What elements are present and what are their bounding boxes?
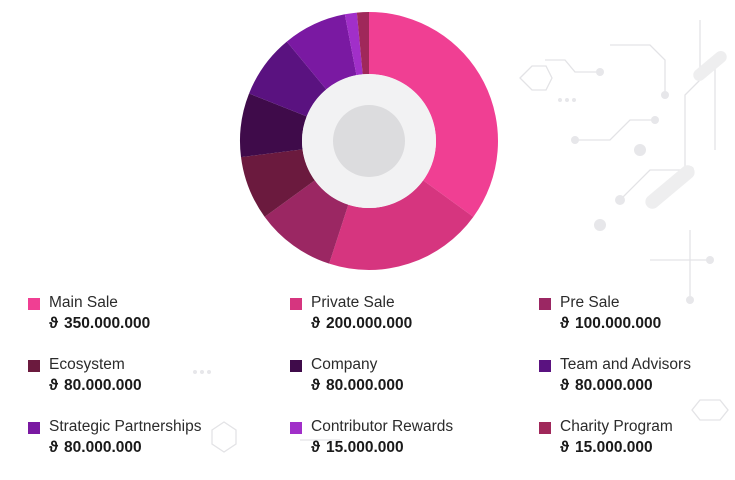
legend-item-company: Company ϑ 80.000.000: [290, 356, 520, 400]
donut-slice-charity-program: [356, 12, 369, 75]
legend-swatch: [539, 360, 551, 372]
currency-symbol: ϑ: [49, 377, 59, 394]
currency-symbol: ϑ: [49, 315, 59, 332]
donut-chart: [240, 12, 498, 270]
currency-symbol: ϑ: [311, 377, 321, 394]
legend-swatch: [290, 422, 302, 434]
legend-swatch: [28, 422, 40, 434]
legend-item-pre-sale: Pre Sale ϑ 100.000.000: [539, 294, 735, 338]
currency-symbol: ϑ: [560, 315, 570, 332]
donut-slice-pre-sale: [264, 180, 349, 264]
legend-amount: 15.000.000: [575, 439, 653, 456]
legend-value: ϑ 80.000.000: [49, 439, 142, 457]
legend-amount: 80.000.000: [326, 377, 404, 394]
legend-swatch: [290, 298, 302, 310]
legend-label: Ecosystem: [49, 356, 125, 373]
legend-swatch: [28, 298, 40, 310]
legend-amount: 80.000.000: [575, 377, 653, 394]
legend-item-main-sale: Main Sale ϑ 350.000.000: [28, 294, 258, 338]
donut-slice-private-sale: [329, 180, 474, 270]
donut-center: [333, 105, 405, 177]
legend-item-team-and-advisors: Team and Advisors ϑ 80.000.000: [539, 356, 735, 400]
currency-symbol: ϑ: [49, 439, 59, 456]
legend-value: ϑ 100.000.000: [560, 315, 661, 333]
currency-symbol: ϑ: [560, 439, 570, 456]
currency-symbol: ϑ: [560, 377, 570, 394]
legend-swatch: [539, 422, 551, 434]
donut-slice-team-and-advisors: [249, 41, 327, 117]
legend-label: Pre Sale: [560, 294, 620, 311]
legend-label: Company: [311, 356, 378, 373]
legend-item-private-sale: Private Sale ϑ 200.000.000: [290, 294, 520, 338]
legend-item-contributor-rewards: Contributor Rewards ϑ 15.000.000: [290, 418, 520, 462]
legend-label: Team and Advisors: [560, 356, 691, 373]
legend-item-strategic-partnerships: Strategic Partnerships ϑ 80.000.000: [28, 418, 258, 462]
legend-swatch: [28, 360, 40, 372]
legend-amount: 15.000.000: [326, 439, 404, 456]
donut-slice-ecosystem: [241, 149, 315, 217]
legend-value: ϑ 80.000.000: [49, 377, 142, 395]
legend-label: Contributor Rewards: [311, 418, 454, 435]
legend-swatch: [539, 298, 551, 310]
legend-value: ϑ 200.000.000: [311, 315, 412, 333]
donut-slice-contributor-rewards: [344, 12, 363, 76]
donut-slice-company: [240, 93, 307, 158]
donut-slice-main-sale: [369, 12, 498, 217]
legend-amount: 80.000.000: [64, 439, 142, 456]
legend-value: ϑ 80.000.000: [560, 377, 653, 395]
legend-value: ϑ 15.000.000: [311, 439, 404, 457]
legend-amount: 80.000.000: [64, 377, 142, 394]
legend-value: ϑ 350.000.000: [49, 315, 150, 333]
legend-item-charity-program: Charity Program ϑ 15.000.000: [539, 418, 735, 462]
currency-symbol: ϑ: [311, 315, 321, 332]
legend-label: Strategic Partnerships: [49, 418, 202, 435]
legend-item-ecosystem: Ecosystem ϑ 80.000.000: [28, 356, 258, 400]
currency-symbol: ϑ: [311, 439, 321, 456]
legend-swatch: [290, 360, 302, 372]
legend-amount: 200.000.000: [326, 315, 413, 332]
legend-value: ϑ 15.000.000: [560, 439, 653, 457]
donut-slice-strategic-partnerships: [286, 14, 357, 90]
legend-value: ϑ 80.000.000: [311, 377, 404, 395]
legend-label: Charity Program: [560, 418, 673, 435]
legend-label: Main Sale: [49, 294, 118, 311]
legend-label: Private Sale: [311, 294, 395, 311]
legend-amount: 100.000.000: [575, 315, 662, 332]
legend-amount: 350.000.000: [64, 315, 151, 332]
